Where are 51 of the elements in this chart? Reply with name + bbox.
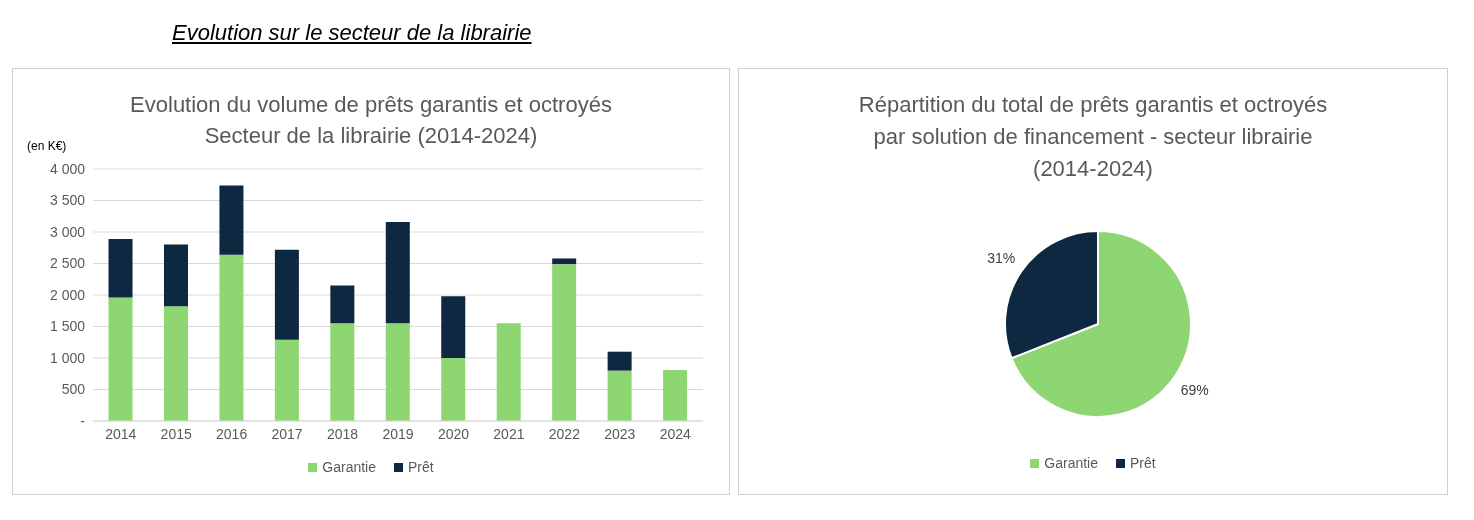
legend-label: Garantie bbox=[321, 459, 376, 475]
bar bbox=[163, 306, 188, 421]
x-tick-label: 2019 bbox=[382, 425, 414, 442]
y-axis-title: (en K€) bbox=[27, 139, 67, 153]
x-tick-label: 2018 bbox=[326, 425, 359, 442]
bar bbox=[552, 264, 577, 421]
bar bbox=[552, 258, 577, 265]
legend-label: Prêt bbox=[1129, 455, 1156, 471]
data-label: 31% bbox=[987, 250, 1016, 267]
legend-label: Prêt bbox=[407, 459, 434, 475]
chart-title: Evolution du volume de prêts garantis et octroyés bbox=[129, 91, 613, 119]
bar bbox=[663, 369, 688, 421]
x-tick-label: 2022 bbox=[548, 425, 581, 442]
bar bbox=[385, 323, 410, 421]
y-tick-label: - bbox=[80, 412, 86, 429]
bar bbox=[219, 185, 244, 255]
bar bbox=[163, 244, 188, 307]
data-label: 69% bbox=[1180, 381, 1209, 398]
bar bbox=[385, 221, 410, 324]
bar bbox=[108, 238, 133, 298]
x-tick-label: 2015 bbox=[160, 425, 192, 442]
x-tick-label: 2024 bbox=[659, 425, 692, 442]
x-tick-label: 2016 bbox=[216, 425, 248, 442]
x-tick-label: 2017 bbox=[271, 425, 303, 442]
bar bbox=[274, 249, 299, 340]
text: Evolution sur le secteur de la librairie bbox=[172, 20, 532, 46]
y-tick-label: 2 500 bbox=[49, 255, 86, 272]
y-tick-label: 1 000 bbox=[49, 349, 86, 366]
bar bbox=[607, 351, 632, 371]
bar bbox=[441, 296, 466, 358]
x-tick-label: 2023 bbox=[604, 425, 636, 442]
legend-label: Garantie bbox=[1043, 455, 1098, 471]
x-tick-label: 2020 bbox=[437, 425, 470, 442]
y-tick-label: 3 000 bbox=[49, 223, 86, 240]
y-tick-label: 2 000 bbox=[49, 286, 86, 303]
bar bbox=[330, 285, 355, 324]
bar bbox=[607, 370, 632, 421]
y-tick-label: 500 bbox=[61, 381, 86, 398]
bar bbox=[441, 358, 466, 421]
y-tick-label: 3 500 bbox=[49, 192, 86, 209]
y-tick-label: 4 000 bbox=[49, 160, 86, 177]
x-tick-label: 2014 bbox=[105, 425, 137, 442]
bar bbox=[274, 339, 299, 421]
y-tick-label: 1 500 bbox=[49, 318, 86, 335]
bar bbox=[330, 323, 355, 421]
chart-subtitle: Secteur de la librairie (2014-2024) bbox=[204, 123, 538, 148]
x-tick-label: 2021 bbox=[493, 425, 525, 442]
bar bbox=[108, 297, 133, 421]
bar bbox=[496, 323, 521, 421]
bar bbox=[219, 254, 244, 421]
chart-title: Répartition du total de prêts garantis et octroyés par solution de financement - secteur librairie (2014-2024) bbox=[857, 91, 1329, 183]
